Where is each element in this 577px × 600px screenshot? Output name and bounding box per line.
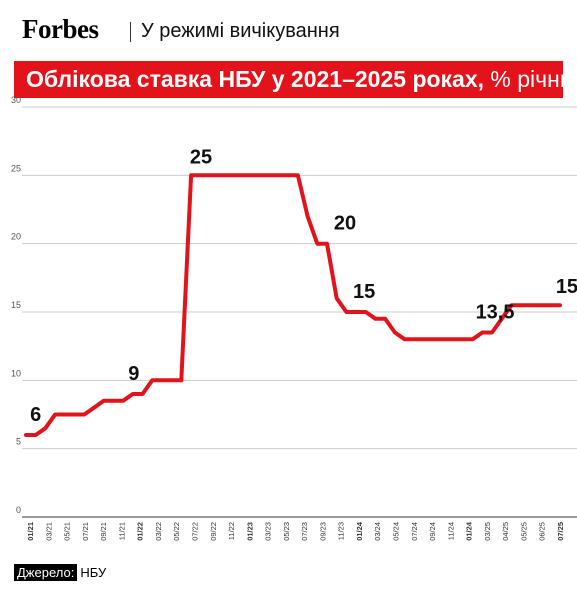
header-divider bbox=[130, 22, 131, 42]
y-tick-label: 15 bbox=[11, 300, 21, 310]
x-tick-label: 04/25 bbox=[501, 522, 510, 541]
x-tick-label: 11/24 bbox=[446, 522, 455, 540]
x-tick-label: 11/23 bbox=[337, 522, 346, 540]
y-tick-label: 30 bbox=[11, 95, 21, 105]
x-tick-label: 03/21 bbox=[44, 522, 53, 541]
header-subtitle: У режимі вичікування bbox=[141, 20, 340, 42]
x-tick-label: 03/25 bbox=[483, 522, 492, 541]
x-tick-label: 05/22 bbox=[172, 522, 181, 541]
x-tick-label: 01/24 bbox=[465, 521, 474, 541]
x-tick-label: 05/25 bbox=[519, 522, 528, 541]
data-label: 6 bbox=[30, 404, 41, 426]
x-tick-label: 09/23 bbox=[318, 522, 327, 541]
source-label: Джерело: bbox=[14, 564, 78, 581]
source-note: Джерело: НБУ bbox=[14, 564, 107, 581]
y-tick-label: 5 bbox=[16, 437, 21, 447]
data-label: 15,5 bbox=[556, 276, 577, 298]
x-tick-label: 03/22 bbox=[154, 522, 163, 541]
x-tick-label: 07/22 bbox=[190, 522, 199, 541]
x-tick-label: 05/21 bbox=[63, 522, 72, 541]
chart-title-bar: Облікова ставка НБУ у 2021–2025 роках, %… bbox=[14, 61, 577, 98]
x-tick-label: 01/21 bbox=[26, 522, 35, 541]
y-tick-label: 0 bbox=[16, 505, 21, 515]
x-tick-label: 11/21 bbox=[117, 522, 126, 540]
x-tick-label: 03/24 bbox=[373, 522, 382, 541]
x-tick-label: 05/24 bbox=[392, 522, 401, 541]
chart-title-unit: % річних bbox=[484, 66, 577, 92]
x-tick-label: 09/21 bbox=[99, 522, 108, 541]
x-tick-label: 11/22 bbox=[227, 522, 236, 540]
data-label: 20 bbox=[334, 213, 356, 235]
forbes-logo: Forbes bbox=[22, 14, 99, 44]
x-tick-label: 07/23 bbox=[300, 522, 309, 541]
x-tick-label: 05/23 bbox=[282, 522, 291, 541]
x-tick-label: 01/24 bbox=[355, 521, 364, 541]
x-tick-label: 07/24 bbox=[410, 522, 419, 541]
x-tick-label: 07/21 bbox=[81, 522, 90, 541]
x-tick-label: 01/23 bbox=[245, 522, 254, 541]
x-tick-label: 09/24 bbox=[428, 522, 437, 541]
y-tick-label: 10 bbox=[11, 368, 21, 378]
x-tick-label: 07/25 bbox=[556, 522, 565, 541]
x-tick-label: 01/22 bbox=[136, 522, 145, 541]
x-tick-label: 09/22 bbox=[209, 522, 218, 541]
chart-title: Облікова ставка НБУ у 2021–2025 роках, %… bbox=[26, 66, 577, 93]
y-tick-label: 20 bbox=[11, 232, 21, 242]
rate-series-line bbox=[24, 173, 562, 437]
source-value: НБУ bbox=[80, 565, 107, 580]
x-tick-label: 03/23 bbox=[264, 522, 273, 541]
x-tick-label: 06/25 bbox=[538, 522, 547, 541]
data-label: 13,5 bbox=[476, 302, 515, 324]
data-label: 9 bbox=[128, 363, 139, 385]
data-label: 25 bbox=[190, 146, 212, 168]
chart-title-main: Облікова ставка НБУ у 2021–2025 роках, bbox=[26, 66, 485, 92]
y-tick-label: 25 bbox=[11, 163, 21, 173]
data-label: 15 bbox=[353, 281, 375, 303]
